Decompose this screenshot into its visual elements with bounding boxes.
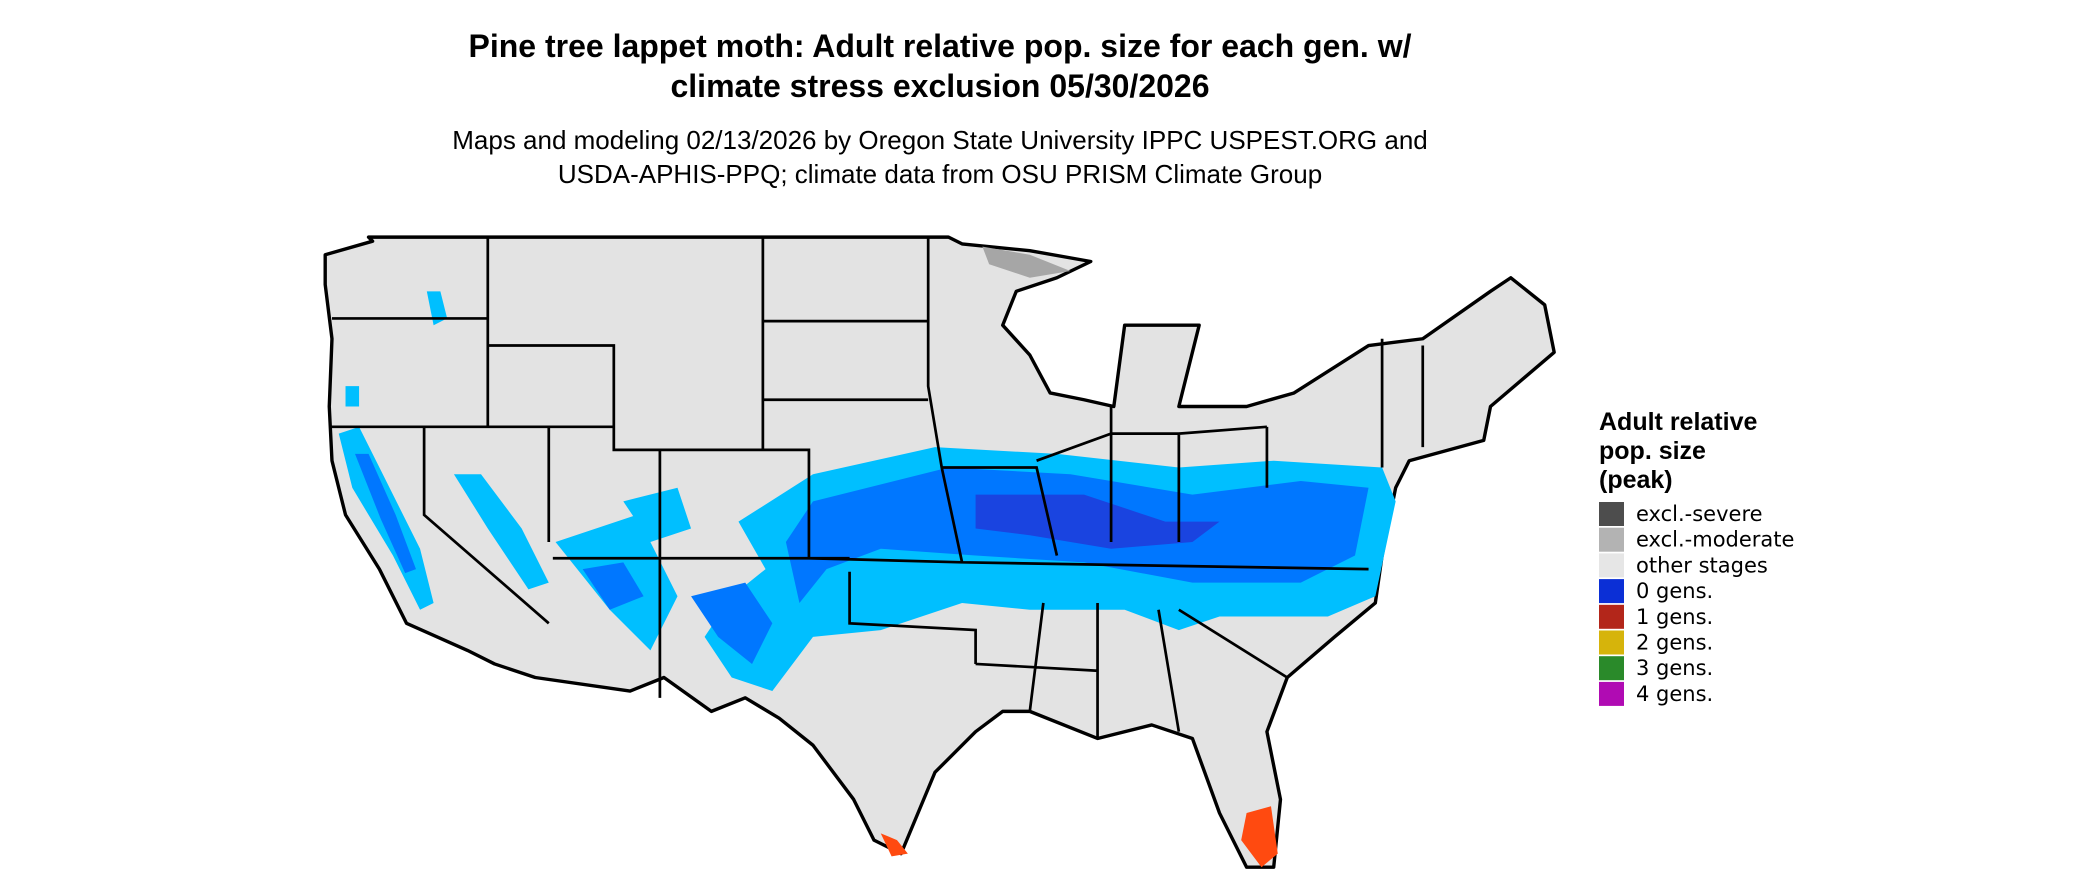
legend-label: excl.-moderate — [1636, 528, 1794, 552]
pop-size-shading — [338, 246, 1396, 868]
legend-title: (peak) — [1599, 466, 1673, 494]
legend-swatch — [1599, 553, 1624, 578]
legend-swatch — [1599, 604, 1624, 629]
legend-swatch — [1599, 579, 1624, 604]
legend-label: other stages — [1636, 553, 1768, 577]
legend-label: 4 gens. — [1636, 682, 1713, 706]
legend-swatch — [1599, 527, 1624, 552]
legend-swatch — [1599, 502, 1624, 526]
map — [323, 235, 1556, 869]
legend-title: pop. size — [1599, 437, 1706, 465]
subtitle-line: USDA-APHIS-PPQ; climate data from OSU PR… — [558, 159, 1322, 189]
subtitle-line: Maps and modeling 02/13/2026 by Oregon S… — [452, 125, 1428, 155]
legend-label: 0 gens. — [1636, 579, 1713, 603]
legend-label: excl.-severe — [1636, 502, 1763, 526]
title-line: climate stress exclusion 05/30/2026 — [670, 68, 1209, 104]
legend-label: 3 gens. — [1636, 656, 1713, 680]
legend-swatch — [1599, 656, 1624, 681]
legend-label: 2 gens. — [1636, 631, 1713, 655]
title-line: Pine tree lappet moth: Adult relative po… — [469, 28, 1412, 64]
legend-title: Adult relative — [1599, 408, 1757, 436]
state-borders — [329, 238, 1425, 739]
legend-swatch — [1599, 681, 1624, 706]
legend-swatch — [1599, 630, 1624, 655]
legend-label: 1 gens. — [1636, 605, 1713, 629]
titles: Pine tree lappet moth: Adult relative po… — [452, 28, 1428, 189]
